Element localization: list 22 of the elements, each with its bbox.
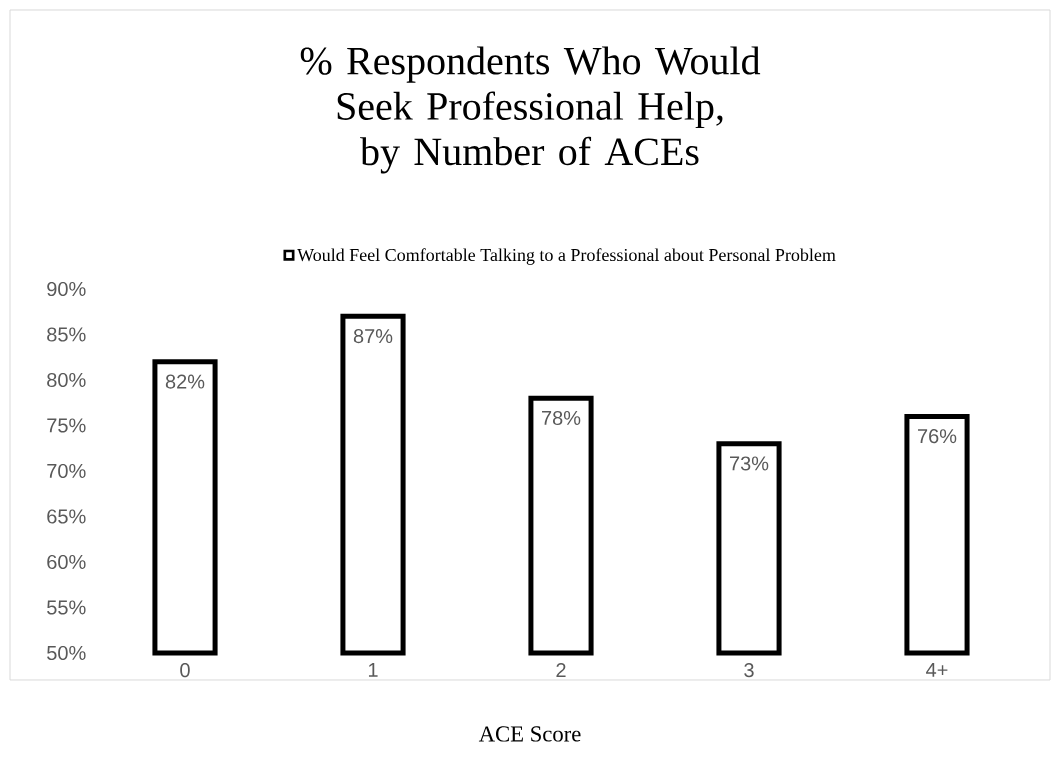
legend-label: Would Feel Comfortable Talking to a Professional about Personal Problem — [297, 248, 836, 265]
x-axis-title: ACE Score — [478, 726, 581, 742]
data-label: 87% — [353, 329, 393, 344]
x-tick-label: 2 — [556, 663, 566, 677]
y-tick-label: 50% — [47, 645, 86, 661]
y-tick-label: 70% — [47, 463, 86, 479]
y-tick-label: 65% — [47, 509, 86, 524]
data-label: 73% — [730, 456, 769, 471]
y-tick-label: 55% — [47, 600, 86, 615]
y-tick-label: 90% — [47, 281, 86, 297]
x-tick-label: 1 — [368, 663, 378, 677]
x-tick-label: 3 — [744, 663, 754, 678]
chart-title: % Respondents Who Would Seek Professional Help, by Number of ACEs — [300, 46, 761, 174]
y-tick-label: 80% — [47, 372, 86, 388]
y-tick-label: 85% — [47, 327, 86, 342]
data-label: 82% — [165, 374, 205, 389]
data-label: 78% — [542, 410, 581, 426]
x-tick-label: 0 — [180, 663, 190, 678]
data-label: 76% — [918, 429, 957, 444]
x-tick-label: 4+ — [926, 663, 948, 677]
y-tick-label: 75% — [47, 418, 86, 433]
y-tick-label: 60% — [47, 554, 86, 570]
